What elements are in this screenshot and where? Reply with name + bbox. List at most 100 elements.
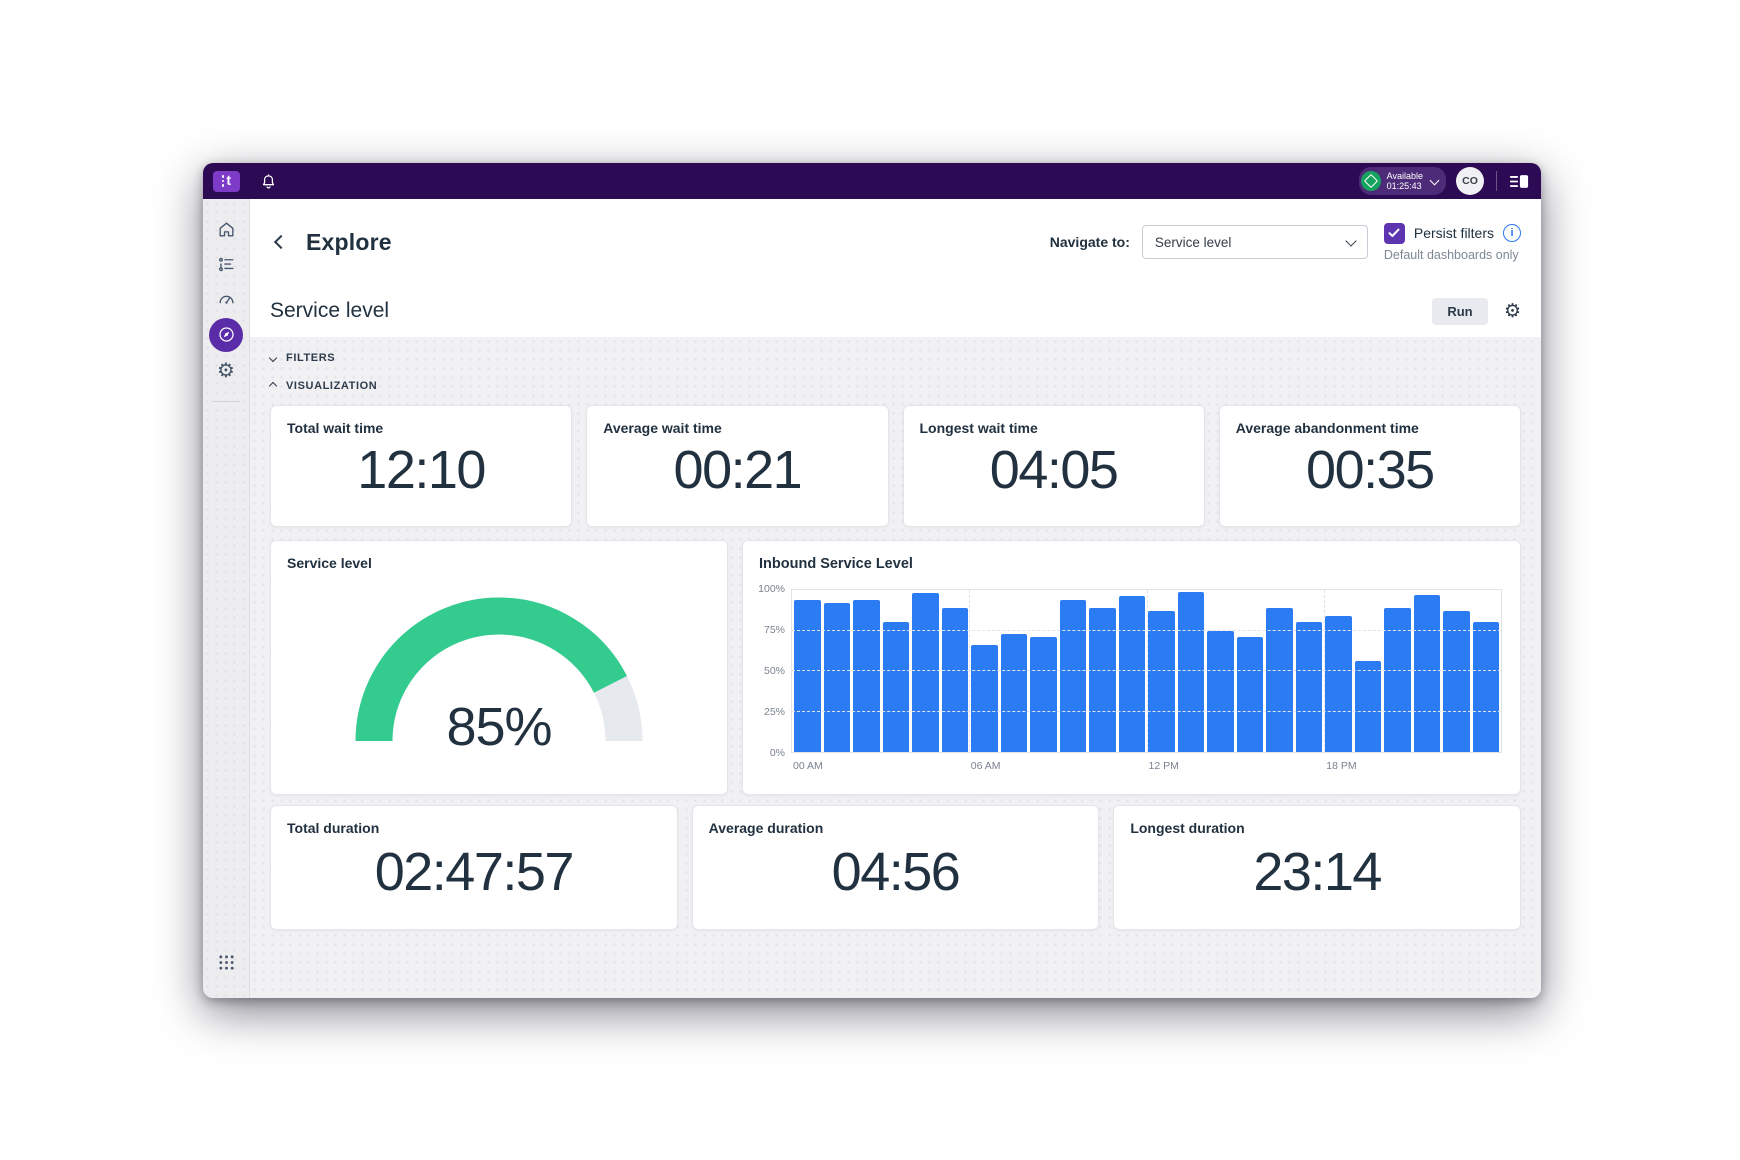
filters-label: FILTERS: [286, 352, 336, 364]
metric-value: 04:56: [831, 841, 961, 902]
chart-bar: [1325, 615, 1352, 752]
chart-bar: [1354, 661, 1381, 752]
persist-filters-hint: Default dashboards only: [1383, 247, 1519, 262]
navigate-dropdown-value: Service level: [1154, 234, 1232, 250]
activity-list-icon: [218, 257, 234, 272]
chart-plot: [791, 589, 1502, 753]
app-launcher-waffle-icon: [218, 955, 234, 970]
chevron-down-icon: [1345, 234, 1357, 247]
compass-icon: [218, 327, 234, 342]
navigate-dropdown[interactable]: Service level: [1141, 225, 1368, 259]
metric-value: 00:35: [1306, 440, 1435, 500]
logo-dots-icon: [221, 175, 225, 187]
metric-label: Longest wait time: [919, 420, 1038, 436]
gridline: [1146, 590, 1148, 752]
sidebar-item-dashboards[interactable]: [208, 282, 244, 317]
gridline: [1323, 590, 1325, 752]
chart-bars: [794, 590, 1499, 752]
settings-gear-icon: ⚙: [217, 357, 235, 382]
page-header: Explore Navigate to: Service level Persi…: [250, 199, 1541, 337]
visualization-toggle[interactable]: VISUALIZATION: [268, 375, 1521, 397]
sidebar: ⚙: [203, 199, 250, 998]
y-axis-label: 75%: [763, 624, 785, 636]
chart-bar: [1000, 633, 1027, 752]
x-axis-label: 00 AM: [793, 760, 823, 772]
chart-bar: [1059, 599, 1086, 752]
agent-status-pill[interactable]: Available 01:25:43: [1358, 167, 1446, 195]
chevron-left-icon: [273, 234, 289, 250]
metric-card-average-duration: Average duration 04:56: [691, 805, 1100, 930]
chart-bar: [1118, 596, 1145, 752]
sidebar-item-settings[interactable]: ⚙: [208, 352, 244, 387]
back-button[interactable]: [270, 231, 292, 253]
navigate-to-label: Navigate to:: [1049, 234, 1130, 250]
chart-bar: [1207, 630, 1234, 752]
topbar-divider: [1496, 171, 1497, 191]
panel-toggle-icon[interactable]: [1509, 173, 1529, 190]
metric-label: Average wait time: [603, 420, 722, 436]
persist-filters-label: Persist filters: [1413, 225, 1494, 241]
chart-bar: [1030, 636, 1057, 752]
metrics-top-row: Total wait time 12:10 Average wait time …: [270, 405, 1521, 527]
chevron-down-icon: [1429, 175, 1440, 185]
gear-icon[interactable]: ⚙: [1503, 299, 1521, 322]
user-avatar[interactable]: CO: [1456, 167, 1484, 195]
x-axis-label: 06 AM: [970, 760, 1001, 772]
status-available-icon: [1360, 171, 1381, 191]
chart-card: Inbound Service Level 0% 25% 50% 75% 100% 00…: [742, 540, 1521, 795]
y-axis-label: 25%: [763, 706, 785, 718]
talkdesk-logo[interactable]: t: [213, 170, 240, 192]
metric-label: Total duration: [287, 820, 380, 836]
metric-card-longest-duration: Longest duration 23:14: [1113, 805, 1521, 930]
app-launcher-button[interactable]: [208, 945, 244, 980]
chart-bar: [912, 593, 939, 752]
metric-value: 00:21: [673, 440, 803, 500]
chart-bar: [1295, 622, 1322, 752]
chart-bar: [1089, 607, 1116, 752]
chart-bar: [882, 622, 909, 752]
sidebar-item-activities[interactable]: [208, 247, 244, 282]
metric-card-total-duration: Total duration 02:47:57: [270, 805, 678, 930]
chart-bar: [1236, 636, 1263, 752]
metrics-bottom-row: Total duration 02:47:57 Average duration…: [270, 805, 1521, 930]
chart-bar: [1413, 594, 1440, 752]
report-title: Service level: [270, 299, 390, 322]
x-axis-label: 18 PM: [1326, 760, 1357, 772]
page-title: Explore: [306, 228, 392, 255]
gauge-label: Service level: [287, 555, 372, 571]
y-axis-label: 50%: [763, 665, 785, 677]
metric-label: Average duration: [708, 820, 824, 836]
chart-y-axis: 0% 25% 50% 75% 100%: [743, 583, 785, 759]
info-icon[interactable]: i: [1503, 224, 1521, 242]
metric-card-average-wait-time: Average wait time 00:21: [586, 405, 889, 527]
metric-card-longest-wait-time: Longest wait time 04:05: [902, 405, 1205, 527]
chart-bar: [1472, 622, 1499, 752]
home-icon: [218, 222, 234, 237]
sidebar-item-explore[interactable]: [208, 317, 244, 352]
topbar: t Available 01:25:43 CO: [203, 163, 1541, 199]
metric-value: 12:10: [357, 440, 486, 500]
metric-value: 04:05: [989, 440, 1119, 500]
chart-bar: [1177, 591, 1204, 752]
y-axis-label: 0%: [769, 747, 785, 759]
sidebar-divider: [212, 401, 240, 402]
chart-bar: [853, 599, 880, 752]
chart-bar: [1148, 611, 1175, 752]
checkmark-icon: [1388, 228, 1400, 237]
metric-label: Average abandonment time: [1235, 420, 1419, 436]
sidebar-item-home[interactable]: [208, 212, 244, 247]
notification-bell-icon[interactable]: [260, 173, 277, 190]
chevron-up-icon: [268, 381, 278, 391]
chart-bar: [1266, 607, 1293, 752]
filters-toggle[interactable]: FILTERS: [268, 347, 1521, 369]
chart-x-axis: 00 AM 06 AM 12 PM 18 PM: [791, 760, 1502, 776]
metric-card-total-wait-time: Total wait time 12:10: [270, 405, 573, 527]
chart-bar: [1384, 607, 1411, 752]
chart-bar: [794, 599, 821, 752]
visualization-label: VISUALIZATION: [286, 380, 378, 392]
metric-label: Longest duration: [1130, 820, 1245, 836]
metric-card-average-abandonment-time: Average abandonment time 00:35: [1218, 405, 1521, 527]
persist-filters-checkbox[interactable]: [1383, 222, 1405, 244]
run-button[interactable]: Run: [1431, 297, 1488, 325]
dashboard-gauge-icon: [218, 295, 234, 304]
